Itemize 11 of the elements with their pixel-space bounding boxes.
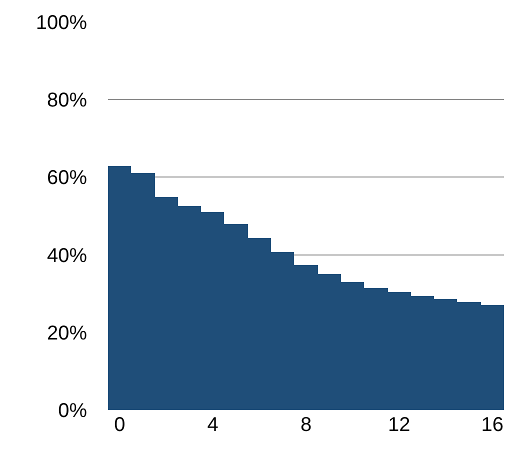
x-tick-label: 12 (388, 414, 410, 436)
y-tick-label: 60% (46, 167, 88, 190)
y-tick-label: 80% (46, 90, 88, 112)
y-tick-label: 100% (36, 12, 88, 34)
y-tick-label: 0% (58, 400, 88, 422)
y-tick-label: 20% (46, 322, 88, 344)
x-tick-label: 4 (207, 414, 218, 436)
x-tick-label: 16 (481, 414, 504, 436)
x-tick-label: 0 (114, 414, 126, 436)
y-tick-label: 40% (46, 244, 88, 267)
x-tick-label: 8 (300, 414, 312, 436)
